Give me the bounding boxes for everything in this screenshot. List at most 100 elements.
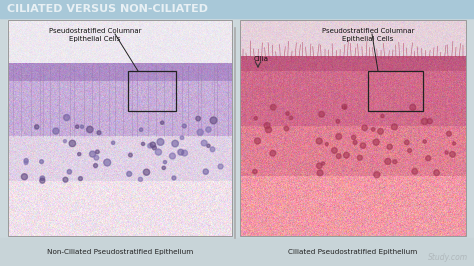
Circle shape (336, 119, 340, 123)
Circle shape (180, 136, 184, 140)
Circle shape (253, 169, 257, 174)
Circle shape (447, 131, 451, 136)
Circle shape (289, 116, 293, 120)
Bar (0, 0, 474, 18)
Circle shape (157, 139, 164, 146)
Circle shape (362, 125, 367, 131)
Circle shape (360, 143, 366, 148)
Circle shape (434, 170, 439, 176)
Circle shape (404, 140, 409, 145)
Circle shape (196, 116, 201, 121)
Circle shape (218, 164, 223, 169)
Circle shape (24, 159, 28, 163)
Circle shape (381, 114, 384, 118)
Circle shape (155, 149, 162, 155)
Circle shape (265, 127, 272, 133)
Circle shape (284, 126, 289, 131)
Circle shape (373, 139, 379, 145)
Circle shape (182, 150, 188, 156)
Circle shape (453, 142, 456, 145)
Circle shape (201, 140, 207, 146)
Circle shape (317, 163, 322, 168)
Circle shape (111, 141, 115, 144)
Circle shape (408, 148, 411, 152)
Circle shape (164, 160, 166, 164)
Circle shape (392, 124, 397, 130)
Circle shape (182, 124, 186, 128)
Circle shape (332, 148, 337, 153)
Circle shape (387, 144, 392, 149)
Circle shape (21, 174, 27, 180)
Circle shape (374, 172, 380, 178)
Circle shape (393, 160, 397, 164)
Circle shape (316, 138, 322, 144)
Circle shape (97, 131, 101, 135)
Circle shape (150, 142, 155, 148)
Circle shape (104, 159, 111, 166)
Circle shape (353, 140, 357, 144)
Text: Cilia: Cilia (254, 56, 269, 62)
Text: Pseudostratified Columnar
Epithelial Cells: Pseudostratified Columnar Epithelial Cel… (322, 28, 414, 41)
Circle shape (170, 153, 175, 159)
Circle shape (270, 150, 276, 156)
Circle shape (94, 155, 99, 160)
Circle shape (255, 138, 261, 144)
Circle shape (426, 156, 431, 161)
Circle shape (203, 169, 209, 174)
Circle shape (351, 135, 356, 140)
Circle shape (93, 164, 98, 168)
Circle shape (64, 114, 70, 120)
Circle shape (87, 126, 93, 133)
Bar (368, 71, 423, 111)
Circle shape (81, 125, 83, 128)
Circle shape (450, 152, 456, 157)
Circle shape (206, 127, 211, 132)
Circle shape (427, 119, 432, 124)
Circle shape (378, 128, 383, 134)
Circle shape (148, 143, 153, 148)
Circle shape (178, 149, 184, 155)
Circle shape (40, 160, 44, 164)
Circle shape (336, 134, 342, 139)
Circle shape (53, 128, 59, 134)
Circle shape (90, 151, 96, 157)
Circle shape (207, 144, 210, 147)
Circle shape (96, 150, 99, 154)
Circle shape (78, 152, 81, 156)
Circle shape (410, 104, 416, 110)
Circle shape (75, 125, 79, 128)
Circle shape (342, 104, 347, 109)
Circle shape (162, 166, 165, 169)
Circle shape (40, 176, 45, 180)
Bar (128, 71, 176, 111)
Circle shape (319, 111, 324, 117)
Circle shape (69, 140, 75, 147)
Circle shape (264, 123, 270, 128)
Circle shape (321, 162, 325, 165)
Circle shape (143, 169, 150, 175)
Circle shape (128, 153, 132, 157)
Text: Pseudostratified Columnar
Epithelial Cells: Pseudostratified Columnar Epithelial Cel… (49, 28, 141, 41)
Text: CILIATED VERSUS NON-CILIATED: CILIATED VERSUS NON-CILIATED (7, 4, 208, 14)
Circle shape (254, 117, 257, 120)
Circle shape (325, 143, 328, 146)
Circle shape (141, 142, 145, 146)
Text: Non-Ciliated Pseudostratified Epithelium: Non-Ciliated Pseudostratified Epithelium (47, 249, 193, 255)
Circle shape (343, 106, 346, 109)
Bar (240, 20, 466, 236)
Circle shape (35, 125, 39, 129)
Circle shape (210, 147, 215, 152)
Circle shape (344, 152, 349, 158)
Circle shape (63, 177, 68, 182)
Circle shape (445, 151, 448, 154)
Circle shape (421, 118, 428, 125)
Circle shape (79, 177, 82, 181)
Circle shape (161, 121, 164, 124)
Bar (0, 238, 474, 266)
Circle shape (412, 169, 418, 174)
Circle shape (139, 128, 143, 131)
Circle shape (317, 170, 323, 176)
Circle shape (24, 161, 28, 164)
Circle shape (127, 171, 132, 176)
Text: Study.com: Study.com (428, 253, 468, 262)
